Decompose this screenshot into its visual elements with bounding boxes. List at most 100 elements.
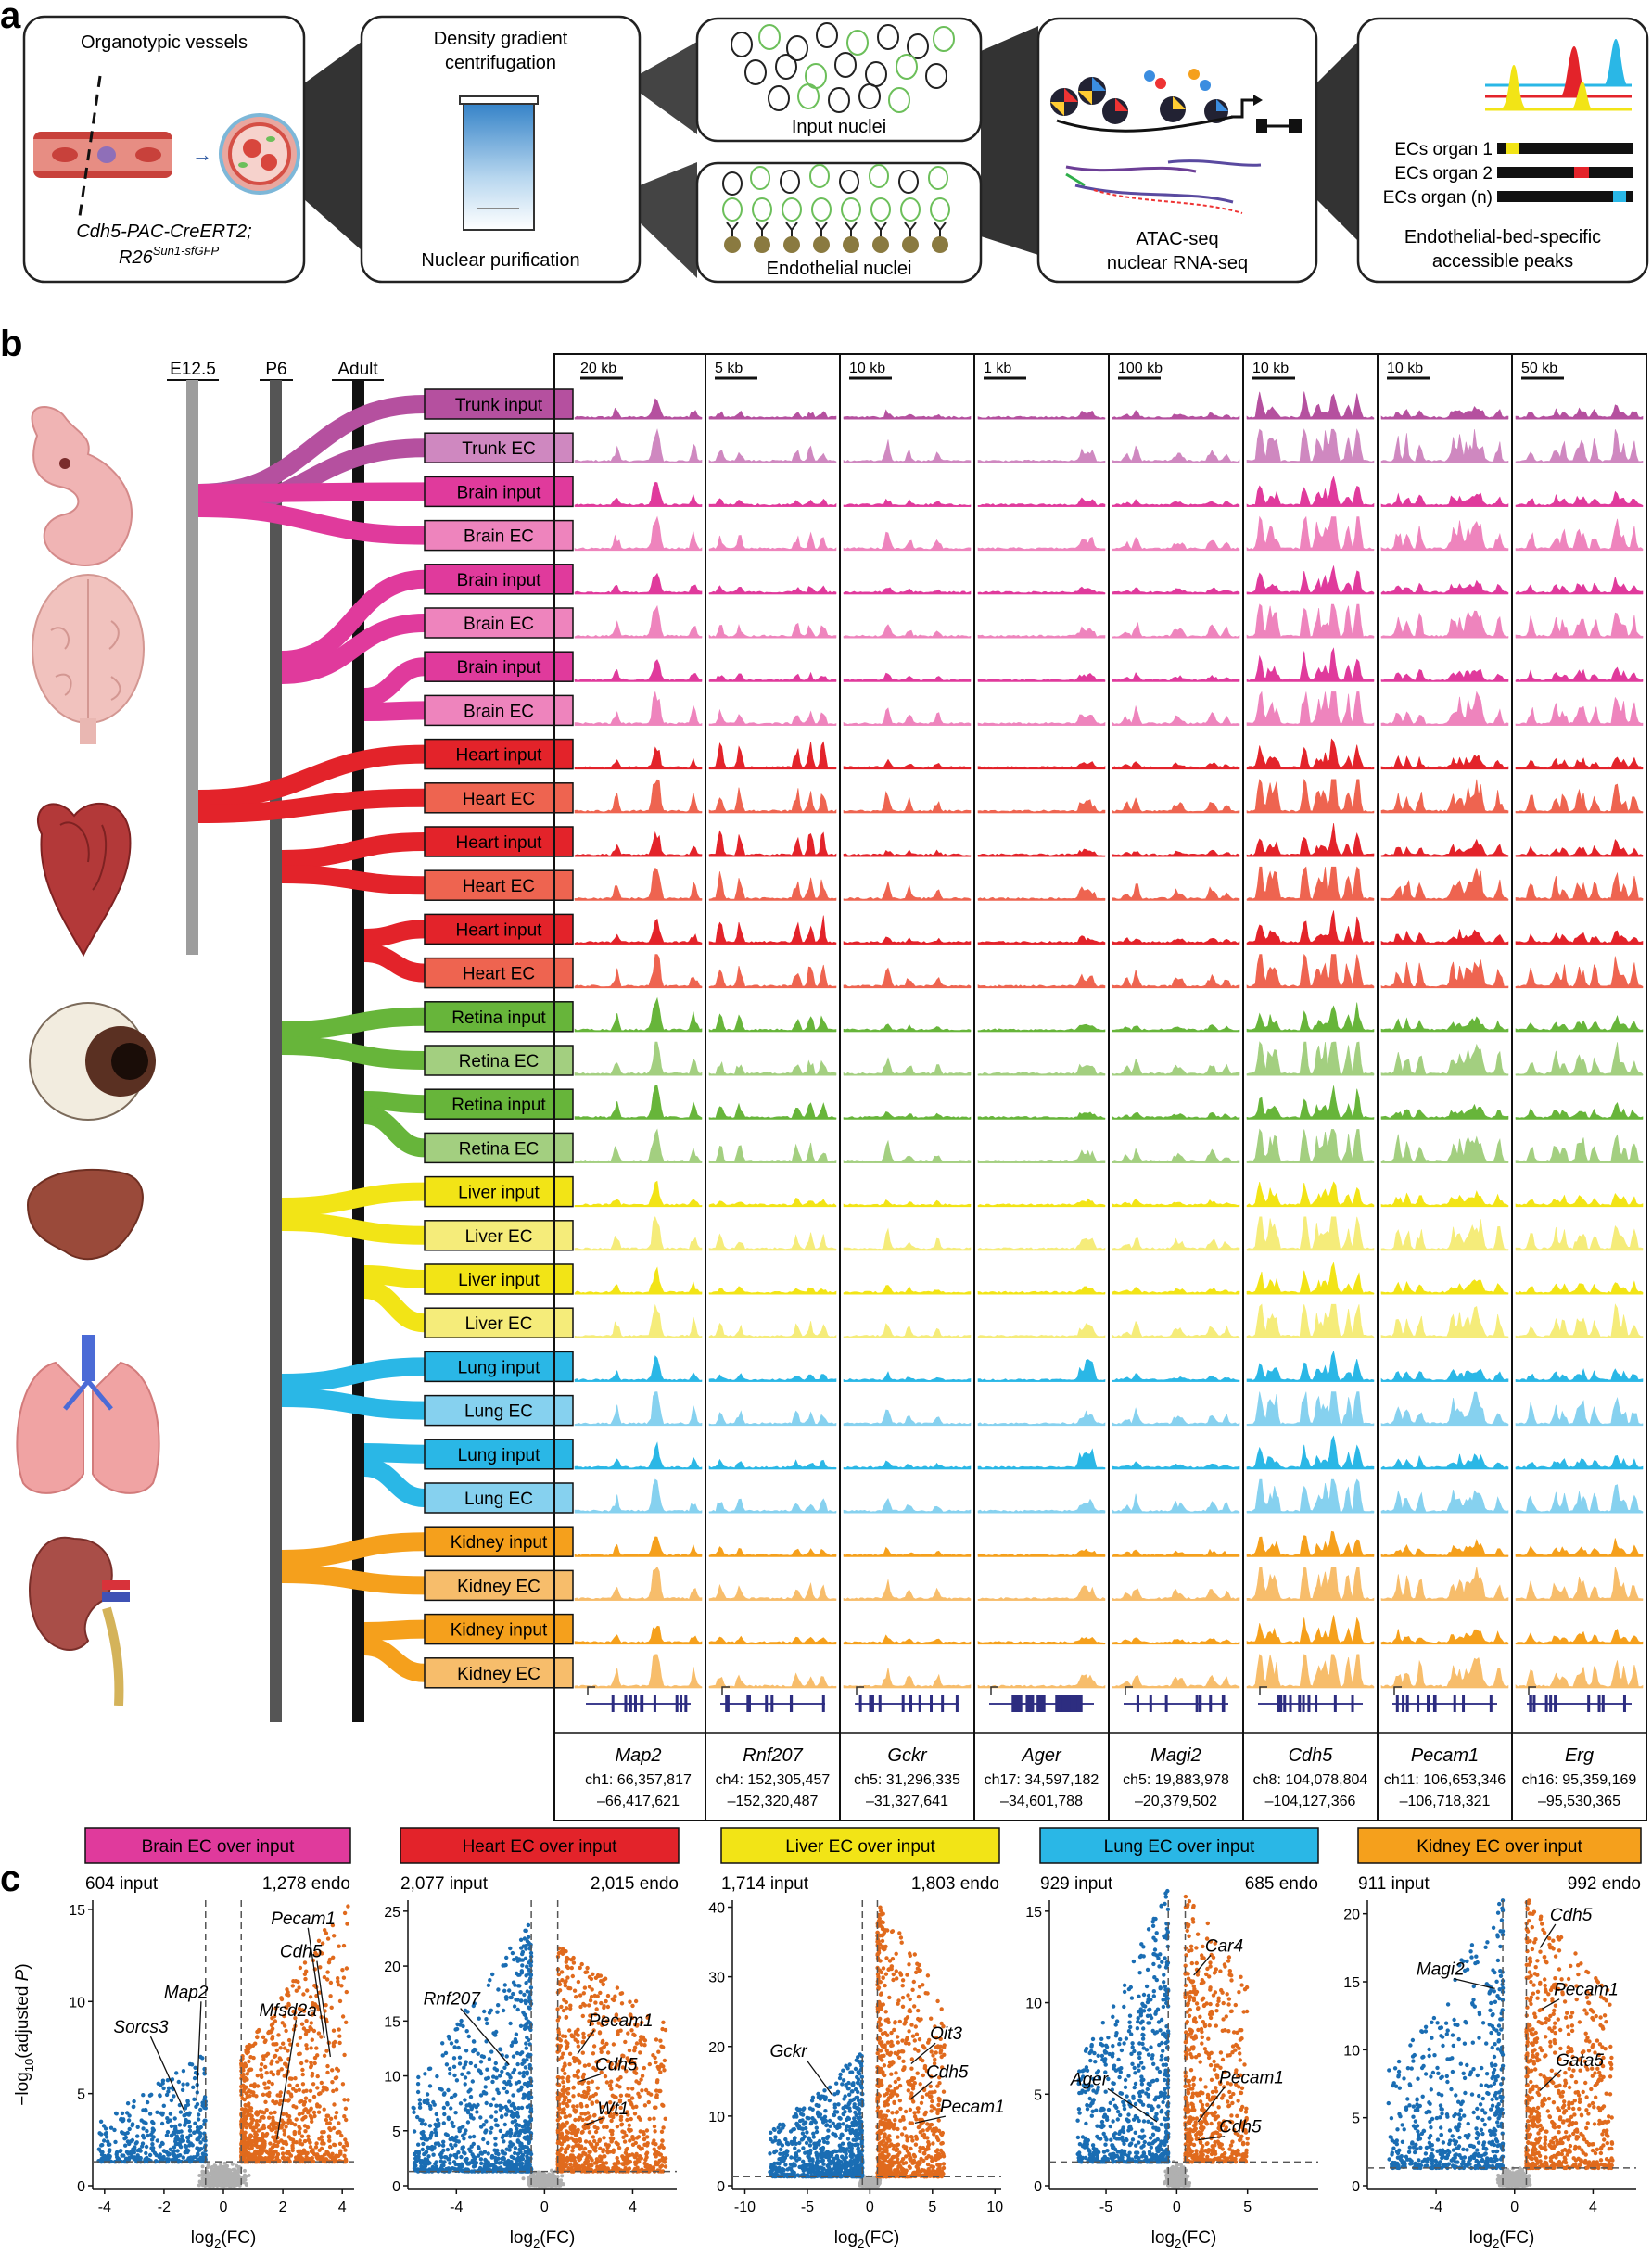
volcano-point-input — [147, 2112, 153, 2116]
track-label-box — [424, 913, 574, 945]
volcano-point-input — [482, 2150, 488, 2154]
gene-exon — [1061, 1695, 1071, 1712]
funnel-2a — [640, 42, 697, 134]
volcano-point-endo — [308, 2145, 313, 2150]
volcano-point-input — [165, 2116, 170, 2121]
volcano-point-endo — [244, 2108, 249, 2112]
volcano-point-endo — [341, 1975, 347, 1980]
volcano-point-input — [169, 2098, 174, 2103]
volcano-point-input — [194, 2104, 198, 2109]
accessibility-track — [1380, 1368, 1509, 1382]
volcano-point-input — [469, 2169, 475, 2174]
track-label-text: Lung EC — [464, 1490, 533, 1509]
volcano-point-endo — [343, 2137, 348, 2142]
accessibility-track — [574, 1303, 703, 1338]
volcano-point-endo — [259, 2067, 263, 2072]
volcano-point-input — [478, 2115, 483, 2120]
accessibility-track — [708, 1059, 837, 1076]
input-nucleus — [834, 52, 857, 78]
accessibility-track — [1515, 1628, 1644, 1644]
volcano-point-input — [489, 2153, 495, 2159]
accessibility-track — [977, 973, 1106, 988]
accessibility-track — [574, 1441, 703, 1470]
volcano-point-input — [144, 2150, 148, 2156]
stage-p6: P6 — [265, 360, 286, 379]
volcano-point-input — [131, 2104, 136, 2109]
volcano-point-endo — [257, 2027, 261, 2033]
arrow-to-cross-section: → — [192, 143, 212, 166]
volcano-point-input — [510, 2120, 515, 2125]
volcano-point-endo — [611, 2042, 616, 2047]
accessibility-track — [977, 761, 1106, 769]
volcano-point-endo — [243, 2062, 248, 2068]
volcano-point-endo — [272, 2121, 276, 2125]
volcano-point-endo — [248, 2067, 254, 2072]
annotation-leader — [276, 2020, 298, 2140]
volcano-point-ns — [222, 2168, 226, 2173]
accessibility-track — [1515, 518, 1644, 551]
volcano-point-endo — [587, 2130, 592, 2135]
volcano-title: Heart EC over input — [463, 1837, 618, 1857]
volcano-point-input — [108, 2148, 112, 2152]
volcano-point-endo — [311, 2028, 317, 2034]
volcano-point-endo — [335, 2130, 339, 2135]
volcano-point-endo — [289, 2076, 294, 2081]
volcano-point-input — [464, 2049, 469, 2053]
magnetic-bead — [724, 236, 741, 253]
volcano-point-input — [451, 2064, 457, 2069]
volcano-point-ns — [222, 2164, 226, 2169]
volcano-point-input — [422, 2099, 426, 2104]
volcano-point-input — [515, 2061, 520, 2067]
volcano-point-endo — [269, 2070, 273, 2074]
volcano-point-ns — [203, 2173, 208, 2177]
sample-ribbon — [281, 1357, 426, 1392]
volcano-point-endo — [332, 1934, 337, 1938]
sample-ribbon — [281, 614, 426, 684]
volcano-point-endo — [293, 1979, 299, 1984]
volcano-point-input — [161, 2103, 166, 2108]
gene-annotation: Mfsd2a — [259, 2001, 316, 2021]
volcano-point-input — [507, 2099, 512, 2104]
volcano-point-input — [511, 2070, 515, 2075]
volcano-point-input — [465, 2162, 470, 2166]
volcano-point-endo — [567, 2061, 572, 2067]
volcano-point-input — [520, 1951, 525, 1957]
volcano-point-input — [521, 2070, 527, 2075]
volcano-point-endo — [271, 2115, 275, 2120]
volcano-point-input — [526, 1935, 531, 1939]
track-label-box — [424, 1263, 574, 1295]
volcano-point-endo — [582, 2146, 588, 2151]
volcano-point-endo — [344, 2117, 349, 2123]
volcano-point-input — [509, 2103, 514, 2108]
accessibility-track — [1515, 1303, 1644, 1338]
volcano-point-input — [167, 2151, 172, 2157]
accessibility-track — [1112, 1407, 1240, 1426]
volcano-point-endo — [260, 2074, 264, 2079]
accessibility-track — [1515, 1102, 1644, 1120]
gene-exon — [1302, 1695, 1305, 1712]
gene-exon — [1622, 1695, 1626, 1712]
heart-illustration — [36, 803, 132, 958]
accessibility-track — [977, 1585, 1106, 1601]
volcano-point-endo — [605, 2004, 611, 2010]
volcano-point-ns — [539, 2180, 542, 2185]
volcano-point-input — [149, 2146, 154, 2150]
accessibility-track — [574, 1355, 703, 1382]
accessibility-track — [1515, 696, 1644, 726]
volcano-point-input — [115, 2154, 120, 2160]
volcano-point-endo — [309, 2106, 313, 2111]
accessibility-track — [574, 1216, 703, 1251]
volcano-point-input — [181, 2069, 186, 2074]
input-nucleus — [925, 63, 947, 89]
accessibility-track — [843, 1634, 972, 1644]
volcano-point-input — [154, 2152, 159, 2158]
accessibility-track — [574, 1085, 703, 1120]
volcano-point-input — [196, 2117, 201, 2122]
volcano-point-input — [435, 2117, 440, 2123]
track-label-text: Kidney input — [451, 1621, 548, 1641]
volcano-point-input — [176, 2079, 181, 2085]
volcano-point-input — [189, 2062, 195, 2067]
volcano-point-input — [453, 2111, 458, 2115]
count-endo: 2,015 endo — [591, 1874, 679, 1894]
volcano-point-endo — [591, 2113, 597, 2118]
